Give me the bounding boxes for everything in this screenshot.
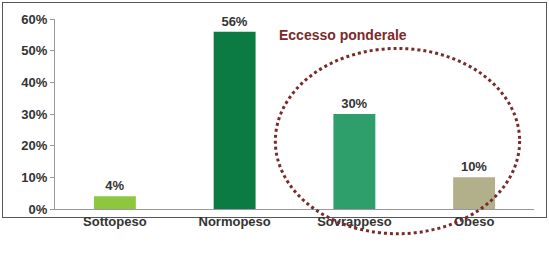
svg-text:10%: 10% <box>21 170 47 185</box>
svg-text:Obeso: Obeso <box>454 214 495 229</box>
svg-text:0%: 0% <box>29 202 48 217</box>
svg-text:10%: 10% <box>461 159 487 174</box>
svg-text:56%: 56% <box>221 14 247 29</box>
svg-text:Normopeso: Normopeso <box>199 214 271 229</box>
svg-text:20%: 20% <box>21 138 47 153</box>
svg-text:60%: 60% <box>21 12 47 27</box>
svg-text:Sottopeso: Sottopeso <box>83 214 147 229</box>
svg-text:40%: 40% <box>21 75 47 90</box>
svg-text:50%: 50% <box>21 43 47 58</box>
svg-text:30%: 30% <box>21 107 47 122</box>
svg-text:Sovrappeso: Sovrappeso <box>317 214 391 229</box>
svg-text:4%: 4% <box>105 178 124 193</box>
svg-text:30%: 30% <box>341 96 367 111</box>
svg-text:Eccesso ponderale: Eccesso ponderale <box>279 27 407 43</box>
